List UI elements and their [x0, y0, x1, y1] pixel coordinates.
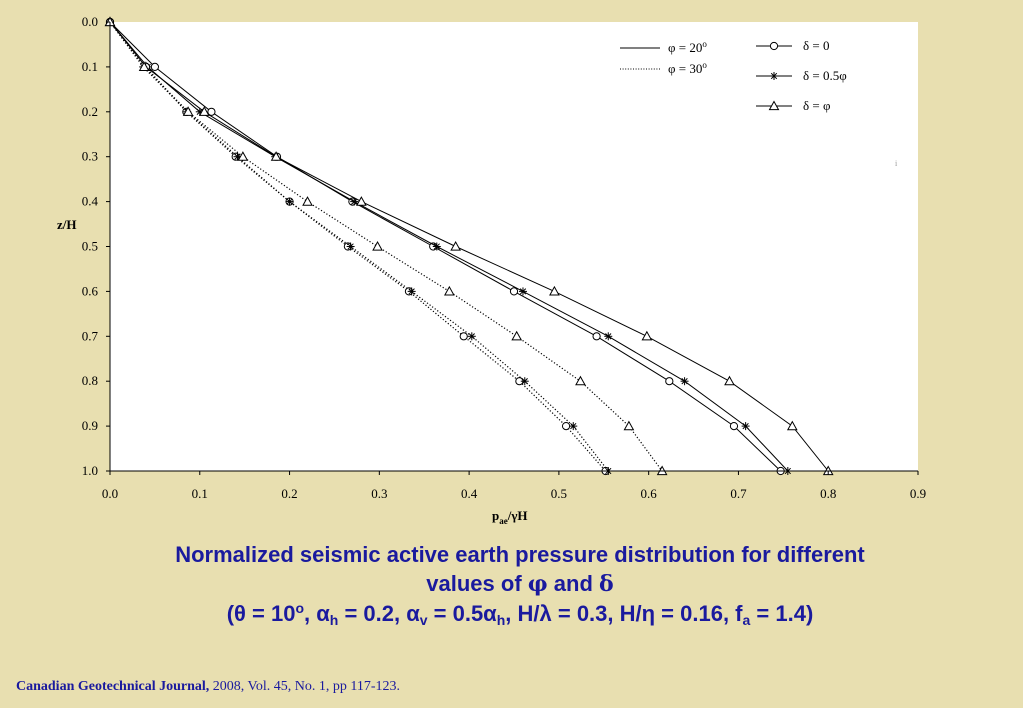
x-axis-title-main: p — [492, 508, 499, 523]
x-axis-title-tail: /γH — [507, 508, 528, 523]
x-tick-label: 0.6 — [641, 486, 658, 501]
series-2-point-6 — [549, 285, 560, 296]
series-2-point-2 — [198, 106, 210, 116]
y-tick-label: 0.8 — [82, 373, 98, 388]
series-0-point-9 — [729, 422, 739, 431]
series-0-point-6 — [509, 287, 519, 296]
x-tick-label: 0.8 — [820, 486, 836, 501]
series-1-point-8 — [680, 377, 689, 386]
x-axis-title: pae/γH — [492, 508, 528, 526]
series-4-point-4 — [285, 197, 294, 206]
y-tick-label: 0.3 — [82, 149, 98, 164]
series-0-point-2 — [207, 107, 216, 116]
series-3-point-7 — [459, 332, 468, 341]
series-4-point-9 — [569, 422, 578, 431]
series-2-point-4 — [356, 196, 367, 206]
series-5-point-3 — [237, 151, 249, 161]
series-5-point-7 — [511, 330, 523, 341]
y-tick-label: 0.6 — [82, 283, 99, 298]
caption-line-2: values of φ and δ — [426, 571, 614, 597]
series-1-point-5 — [432, 242, 441, 251]
y-tick-label: 0.9 — [82, 418, 98, 433]
series-layer — [104, 16, 834, 476]
legend-marker-1 — [770, 72, 778, 80]
caption-line-1: Normalized seismic active earth pressure… — [175, 542, 865, 567]
y-tick-label: 1.0 — [82, 463, 98, 478]
series-2-point-7 — [641, 330, 653, 341]
series-5-point-2 — [182, 106, 194, 116]
legend-line-label-1: φ = 30o — [668, 60, 707, 76]
legend-marker-label-1: δ = 0.5φ — [803, 68, 847, 83]
series-5-point-6 — [444, 285, 455, 296]
series-2-point-3 — [270, 151, 282, 161]
series-5-point-1 — [138, 61, 150, 71]
legend-marker-label-0: δ = 0 — [803, 38, 829, 53]
figure-caption: Normalized seismic active earth pressure… — [60, 540, 980, 628]
y-tick-label: 0.0 — [82, 14, 98, 29]
stray-mark: i — [895, 159, 898, 168]
x-tick-label: 0.1 — [192, 486, 208, 501]
x-tick-label: 0.3 — [371, 486, 387, 501]
series-0-point-1 — [150, 62, 159, 72]
chart-panel: 0.0 0.1 0.2 0.3 0.4 0.5 0.6 0.7 0.8 0.9 1.0 0.0 0.1 0… — [57, 14, 926, 526]
x-tick-label: 0.9 — [910, 486, 926, 501]
series-0-point-8 — [665, 377, 674, 386]
x-tick-label: 0.5 — [551, 486, 567, 501]
y-tick-label: 0.4 — [82, 194, 99, 209]
series-1-point-6 — [518, 287, 527, 296]
y-tick-label: 0.2 — [82, 104, 98, 119]
series-4-point-5 — [346, 242, 355, 251]
series-1-point-7 — [604, 332, 613, 341]
series-5-point-9 — [623, 420, 635, 431]
legend-line-label-0: φ = 20o — [668, 39, 707, 55]
series-2-point-5 — [450, 240, 461, 251]
series-5-point-4 — [302, 196, 313, 206]
y-tick-label: 0.1 — [82, 59, 98, 74]
series-2-point-8 — [724, 375, 735, 386]
series-4-point-8 — [520, 377, 529, 386]
series-5-point-5 — [372, 240, 383, 251]
series-3-point-9 — [561, 422, 571, 431]
axes-layer: 0.0 0.1 0.2 0.3 0.4 0.5 0.6 0.7 0.8 0.9 1.0 0.0 0.1 0… — [82, 14, 926, 501]
y-axis-title: z/H — [57, 217, 77, 232]
x-tick-label: 0.0 — [102, 486, 118, 501]
citation-details: 2008, Vol. 45, No. 1, pp 117-123. — [209, 679, 400, 694]
series-1-point-9 — [741, 422, 750, 431]
legend: φ = 20o φ = 30o δ = 0 δ = 0.5φ δ = φ — [620, 38, 847, 113]
x-tick-label: 0.7 — [730, 486, 747, 501]
series-1-point-4 — [350, 197, 359, 206]
chart: 0.0 0.1 0.2 0.3 0.4 0.5 0.6 0.7 0.8 0.9 1.0 0.0 0.1 0… — [57, 14, 926, 526]
y-tick-label: 0.7 — [82, 328, 99, 343]
y-tick-label: 0.5 — [82, 239, 98, 254]
plot-area — [110, 22, 918, 471]
series-4-point-7 — [467, 332, 476, 341]
citation-journal: Canadian Geotechnical Journal, — [16, 679, 210, 694]
x-axis-title-sub: ae — [499, 516, 508, 526]
series-4-point-6 — [407, 287, 416, 296]
x-tick-label: 0.2 — [281, 486, 297, 501]
series-5-point-8 — [575, 375, 586, 386]
legend-marker-0 — [769, 41, 779, 51]
x-tick-label: 0.4 — [461, 486, 478, 501]
series-2-point-9 — [786, 420, 798, 431]
series-0-point-7 — [592, 332, 601, 341]
citation: Canadian Geotechnical Journal, 2008, Vol… — [16, 679, 400, 695]
legend-marker-2 — [768, 100, 780, 111]
legend-marker-label-2: δ = φ — [803, 98, 830, 113]
caption-line-3: (θ = 10o, αh = 0.2, αv = 0.5αh, H/λ = 0.… — [226, 600, 814, 628]
